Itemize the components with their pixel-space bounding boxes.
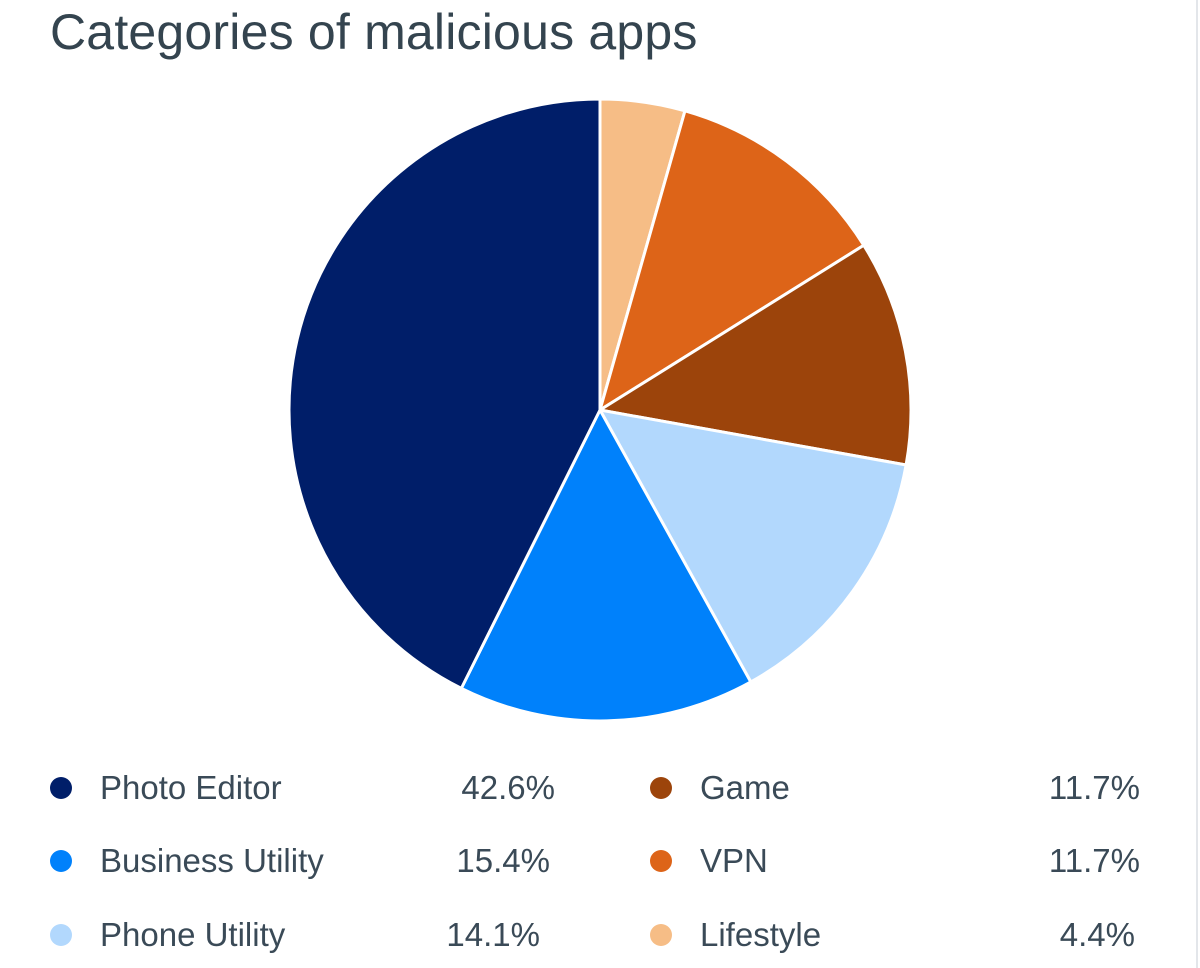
chart-title: Categories of malicious apps	[50, 4, 698, 60]
pie-slice-photo-editor	[287, 97, 602, 690]
pie-slice-game	[598, 243, 913, 467]
pie-slice-phone-utility	[598, 408, 908, 684]
legend-item-business-utility: Business Utility 15.4%	[50, 839, 570, 883]
legend-label: Lifestyle	[700, 916, 822, 953]
legend-item-lifestyle: Lifestyle 4.4%	[650, 913, 1150, 957]
legend-item-phone-utility: Phone Utility 14.1%	[50, 913, 570, 957]
legend-label: Business Utility	[100, 842, 324, 879]
legend-value: 42.6%	[461, 769, 555, 806]
legend-value: 11.7%	[1048, 769, 1140, 806]
legend-dot	[50, 850, 72, 872]
legend-label: Photo Editor	[100, 769, 282, 806]
legend-dot	[50, 777, 72, 799]
legend-dot	[650, 777, 672, 799]
legend-value: 14.1%	[446, 916, 540, 953]
legend-label: VPN	[700, 842, 768, 879]
legend-dot	[650, 850, 672, 872]
legend-item-vpn: VPN 11.7%	[650, 839, 1150, 883]
legend-item-photo-editor: Photo Editor 42.6%	[50, 766, 570, 810]
legend-item-game: Game 11.7%	[650, 766, 1150, 810]
legend-dot	[650, 924, 672, 946]
legend-dot	[50, 924, 72, 946]
legend-label: Phone Utility	[100, 916, 286, 953]
pie-slice-business-utility	[459, 408, 753, 723]
legend-value: 15.4%	[456, 842, 550, 879]
legend-label: Game	[700, 769, 790, 806]
legend-value: 11.7%	[1048, 842, 1140, 879]
pie-slice-vpn	[598, 109, 866, 412]
legend-value: 4.4%	[1059, 916, 1135, 953]
card-border	[1196, 0, 1198, 968]
